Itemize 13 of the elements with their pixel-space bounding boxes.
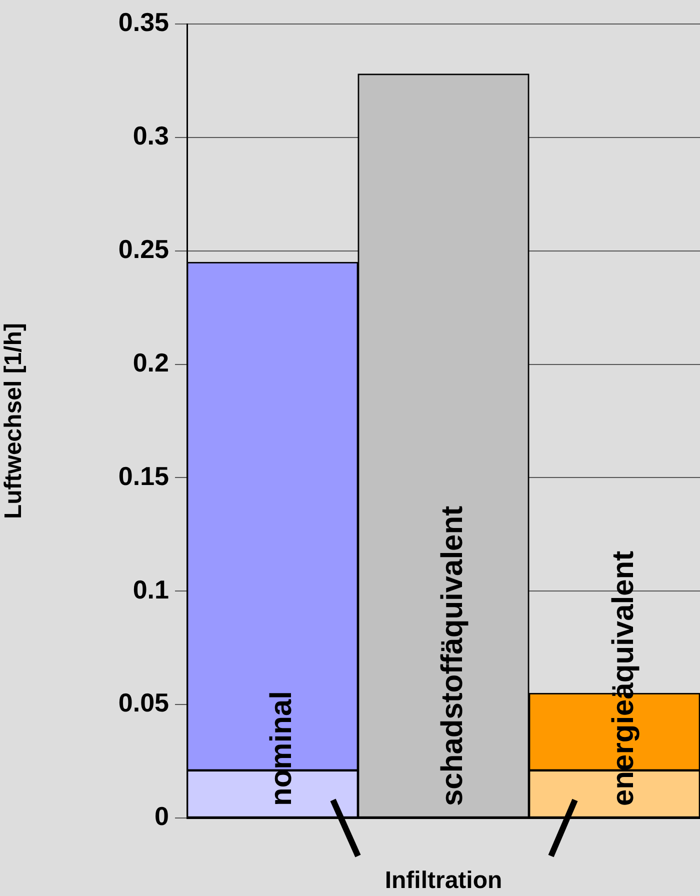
y-tick-label: 0.25 [118,234,169,264]
x-tick-label: schadstoffäquivalent [436,506,469,806]
y-tick-label: 0.35 [118,7,169,38]
y-tick-label: 0.05 [118,688,169,718]
y-tick-label: 0 [154,801,169,832]
text: Infiltration [384,867,502,894]
y-axis-title: Luftwechsel [1/h] [0,322,28,520]
y-tick-label: 0.2 [132,347,169,378]
y-tick-label: 0.15 [118,460,169,491]
x-tick-label: nominal [264,690,298,806]
x-tick-label: energieäquivalent [606,550,640,806]
y-tick-label: 0.1 [132,574,169,604]
y-tick-label: 0.3 [132,120,169,151]
